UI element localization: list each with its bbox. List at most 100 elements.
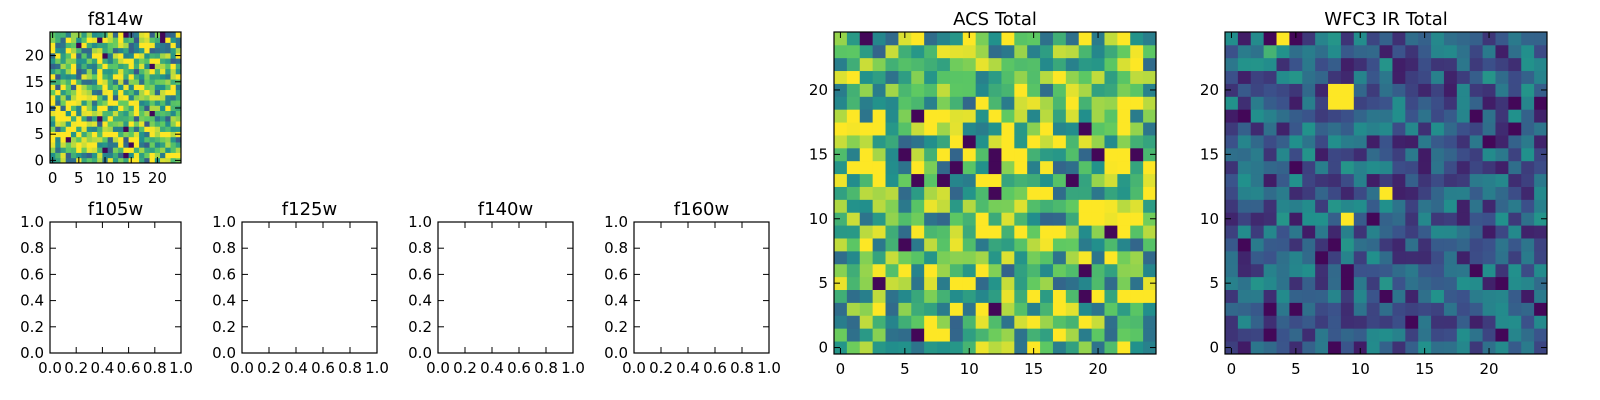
image-pixel xyxy=(91,94,98,101)
image-pixel xyxy=(1225,186,1239,200)
image-pixel xyxy=(898,289,912,303)
image-pixel xyxy=(175,121,182,127)
image-pixel xyxy=(50,121,56,127)
image-pixel xyxy=(846,147,861,162)
image-pixel xyxy=(1104,70,1118,84)
image-pixel xyxy=(1508,328,1522,342)
image-pixel xyxy=(55,152,61,159)
image-pixel xyxy=(118,126,124,132)
image-pixel xyxy=(81,84,88,91)
image-pixel xyxy=(1405,96,1419,110)
image-pixel xyxy=(97,94,103,101)
image-pixel xyxy=(55,100,61,106)
image-pixel xyxy=(76,121,82,127)
image-pixel xyxy=(1495,199,1509,213)
image-pixel xyxy=(1379,250,1393,265)
x-tick-label: 0.8 xyxy=(730,359,754,377)
image-pixel xyxy=(1225,199,1239,213)
y-tick-label: 1.0 xyxy=(408,213,432,231)
image-pixel xyxy=(1418,341,1432,355)
image-pixel xyxy=(1521,44,1535,59)
image-pixel xyxy=(1315,328,1329,342)
image-pixel xyxy=(1443,250,1458,265)
image-pixel xyxy=(1078,173,1092,187)
image-pixel xyxy=(1392,186,1406,200)
image-pixel xyxy=(1534,70,1548,84)
y-tick-label: 0.2 xyxy=(604,318,628,336)
image-pixel xyxy=(1508,70,1522,84)
image-pixel xyxy=(123,115,129,122)
image-pixel xyxy=(1302,225,1316,239)
image-pixel xyxy=(1469,122,1483,136)
image-pixel xyxy=(1091,160,1105,175)
image-pixel xyxy=(1315,83,1329,97)
image-pixel xyxy=(1027,263,1041,278)
image-pixel xyxy=(1040,83,1054,97)
image-pixel xyxy=(154,84,161,91)
image-pixel xyxy=(144,131,150,138)
image-pixel xyxy=(1328,341,1342,355)
image-pixel xyxy=(60,152,67,159)
image-pixel xyxy=(133,131,140,138)
image-pixel xyxy=(1534,83,1548,97)
image-pixel xyxy=(1001,44,1015,59)
image-pixel xyxy=(962,199,977,213)
image-pixel xyxy=(97,157,103,164)
image-pixel xyxy=(834,57,848,72)
image-pixel xyxy=(1276,186,1290,200)
image-pixel xyxy=(949,186,964,200)
image-pixel xyxy=(1379,328,1393,342)
image-pixel xyxy=(1104,276,1118,290)
image-pixel xyxy=(872,122,886,136)
x-tick-label: 20 xyxy=(148,169,167,187)
image-pixel xyxy=(1443,173,1458,187)
image-pixel xyxy=(949,147,964,162)
image-pixel xyxy=(160,52,166,59)
image-pixel xyxy=(872,57,886,72)
image-pixel xyxy=(988,250,1002,265)
image-pixel xyxy=(911,96,925,110)
image-pixel xyxy=(1027,289,1041,303)
image-pixel xyxy=(1315,302,1329,316)
image-pixel xyxy=(834,328,848,342)
image-pixel xyxy=(1027,135,1041,149)
image-pixel xyxy=(872,70,886,84)
image-pixel xyxy=(1091,70,1105,84)
image-pixel xyxy=(1027,70,1041,84)
image-pixel xyxy=(139,115,145,122)
image-pixel xyxy=(133,32,140,38)
image-pixel xyxy=(1379,199,1393,213)
image-pixel xyxy=(1405,135,1419,149)
image-pixel xyxy=(133,136,140,143)
image-pixel xyxy=(911,212,925,226)
image-pixel xyxy=(846,186,861,200)
image-pixel xyxy=(1328,328,1342,342)
image-pixel xyxy=(1289,212,1303,226)
image-pixel xyxy=(1078,341,1092,355)
image-pixel xyxy=(1250,70,1265,84)
image-pixel xyxy=(144,147,150,153)
image-pixel xyxy=(1340,96,1355,110)
image-pixel xyxy=(1418,315,1432,329)
image-pixel xyxy=(1482,225,1496,239)
image-pixel xyxy=(1366,70,1380,84)
image-pixel xyxy=(50,58,56,64)
image-pixel xyxy=(834,44,848,59)
image-pixel xyxy=(128,110,135,117)
x-tick-label: 1.0 xyxy=(757,359,781,377)
image-pixel xyxy=(1469,250,1483,265)
image-pixel xyxy=(65,157,72,164)
image-pixel xyxy=(1065,263,1080,278)
acs-total-image xyxy=(834,32,1157,355)
image-pixel xyxy=(144,142,150,148)
wfc3-ir-total-axes-frame xyxy=(1224,31,1548,355)
image-pixel xyxy=(91,84,98,91)
image-pixel xyxy=(1104,109,1118,123)
image-pixel xyxy=(60,63,67,70)
image-pixel xyxy=(1405,109,1419,123)
image-pixel xyxy=(949,32,964,46)
image-pixel xyxy=(1469,276,1483,290)
image-pixel xyxy=(50,142,56,148)
image-pixel xyxy=(133,79,140,85)
image-pixel xyxy=(102,58,109,64)
